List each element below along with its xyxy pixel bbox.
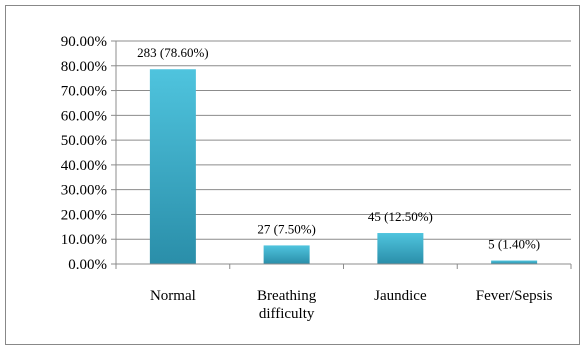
- y-tick-label: 70.00%: [61, 84, 107, 100]
- category-label: Fever/Sepsis: [476, 288, 553, 304]
- bar: [263, 245, 310, 264]
- data-label: 5 (1.40%): [488, 237, 540, 252]
- category-label: Jaundice: [374, 288, 427, 304]
- bar-chart: 0.00% 10.00% 20.00% 30.00% 40.00% 50.00% 60.00…: [61, 34, 572, 322]
- y-tick-label: 40.00%: [61, 158, 107, 174]
- category-label: Breathing difficulty: [257, 288, 317, 322]
- y-tick-label: 30.00%: [61, 183, 107, 199]
- y-tick-label: 90.00%: [61, 34, 107, 50]
- y-tick-label: 20.00%: [61, 207, 107, 223]
- chart-frame: 0.00% 10.00% 20.00% 30.00% 40.00% 50.00% 60.00…: [5, 5, 580, 345]
- y-tick-label: 0.00%: [68, 257, 107, 273]
- data-label: 45 (12.50%): [368, 209, 433, 224]
- y-tick-label: 50.00%: [61, 133, 107, 149]
- bar: [377, 233, 424, 264]
- data-label: 27 (7.50%): [257, 221, 316, 236]
- category-label: Normal: [150, 288, 196, 304]
- bar: [491, 260, 538, 264]
- y-tick-label: 60.00%: [61, 108, 107, 124]
- y-tick-label: 80.00%: [61, 59, 107, 75]
- bar: [149, 69, 196, 264]
- data-label: 283 (78.60%): [137, 45, 209, 60]
- y-tick-label: 10.00%: [61, 232, 107, 248]
